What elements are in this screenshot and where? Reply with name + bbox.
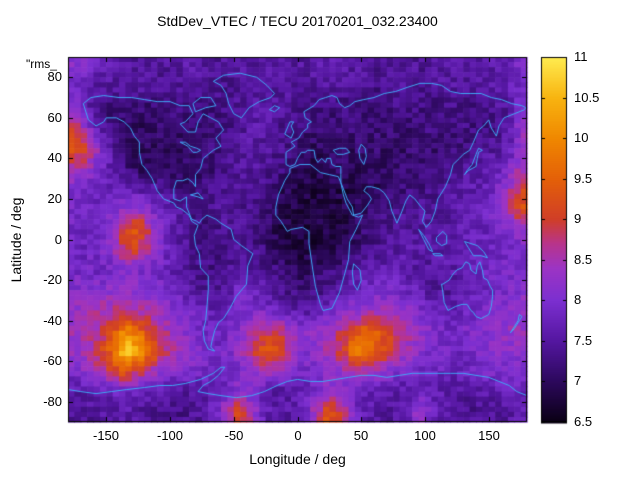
x-axis-title: Longitude / deg bbox=[249, 451, 346, 467]
y-axis-title: Latitude / deg bbox=[8, 197, 24, 283]
rms-annotation: "rms_ bbox=[26, 57, 57, 71]
chart-title: StdDev_VTEC / TECU 20170201_032.23400 bbox=[157, 13, 438, 29]
